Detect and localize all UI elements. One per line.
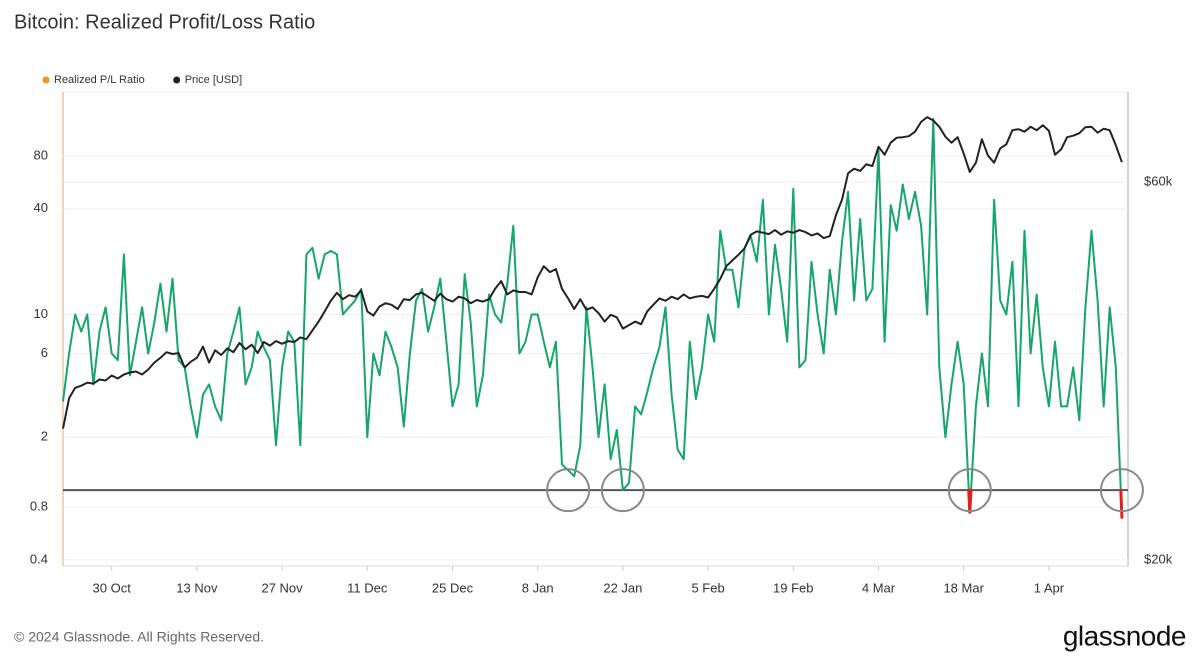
x-tick-label: 8 Jan [522,580,554,595]
legend-swatch [173,76,181,84]
below-threshold-segment [1119,488,1124,519]
price-line [62,116,1123,429]
footer: © 2024 Glassnode. All Rights Reserved. [14,629,264,645]
y-tick-label: 2 [41,429,48,444]
x-tick-label: 22 Jan [603,580,642,595]
y2-tick-label: $60k [1144,174,1173,189]
y-tick-label: 0.4 [30,551,48,566]
x-tick-label: 4 Mar [862,580,896,595]
below-threshold-segment [968,488,973,514]
y-tick-label: 0.8 [30,499,48,514]
legend-label: Realized P/L Ratio [54,74,145,86]
y-tick-label: 80 [34,147,48,162]
x-tick-label: 1 Apr [1034,580,1065,595]
x-tick-label: 30 Oct [93,580,132,595]
chart-title: Bitcoin: Realized Profit/Loss Ratio [14,11,315,33]
y-tick-label: 10 [34,306,48,321]
brand-logo: glassnode [1063,620,1186,651]
x-tick-label: 18 Mar [943,580,984,595]
x-tick-label: 19 Feb [773,580,813,595]
highlight-circle [546,468,591,513]
highlight-circle [600,468,645,513]
highlight-circle [947,468,992,513]
x-tick-label: 25 Dec [432,580,474,595]
highlight-circle [1099,468,1144,513]
x-tick-label: 13 Nov [176,580,218,595]
x-tick-label: 5 Feb [691,580,724,595]
y2-tick-label: $20k [1144,551,1173,566]
legend-swatch [42,76,50,84]
x-tick-label: 27 Nov [261,580,303,595]
x-tick-label: 11 Dec [347,580,388,595]
ratio-line [62,117,1123,518]
legend-label: Price [USD] [185,74,242,86]
y-tick-label: 6 [41,345,48,360]
y-tick-label: 40 [34,200,48,215]
